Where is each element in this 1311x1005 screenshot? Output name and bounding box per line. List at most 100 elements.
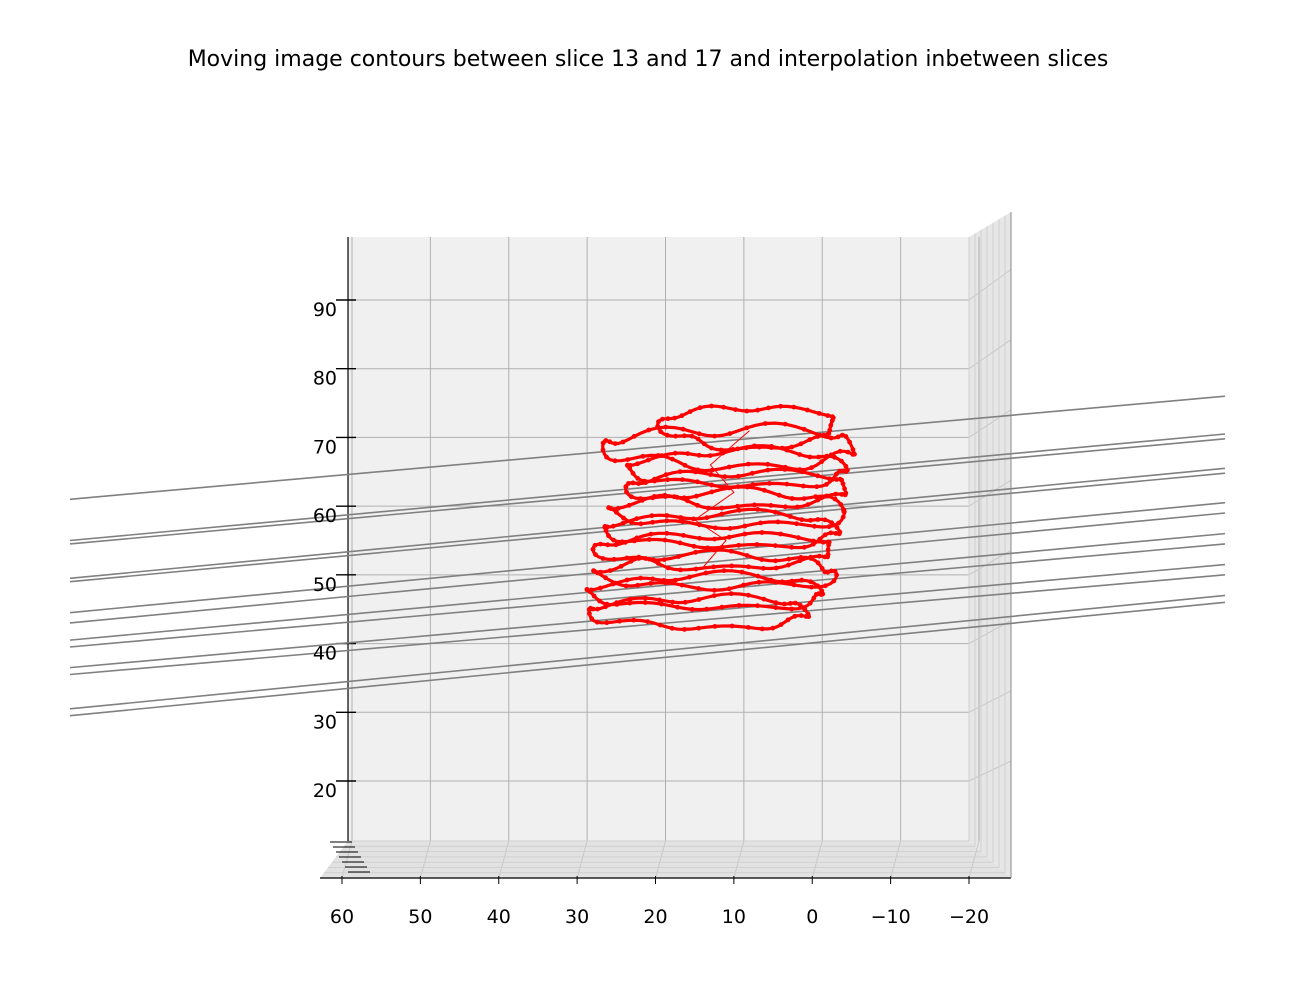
contour-layer <box>584 403 857 632</box>
grid-side-4 <box>968 479 1012 507</box>
contour-point <box>850 447 856 452</box>
contour-point <box>604 454 609 460</box>
contour-point <box>642 595 648 601</box>
contour-point <box>808 517 813 523</box>
contour-point <box>799 577 805 583</box>
contour-point <box>772 543 778 548</box>
contour-point <box>815 583 820 589</box>
contour-point <box>799 469 805 475</box>
contour-point <box>648 531 654 537</box>
contour-point <box>822 554 828 560</box>
contour-point <box>677 540 683 546</box>
contour-point <box>696 625 701 631</box>
contour-point <box>807 437 813 442</box>
contour-point <box>765 467 771 473</box>
contour-point <box>817 432 823 438</box>
contour-point <box>693 469 698 475</box>
contour-point <box>837 448 843 454</box>
contour-point <box>614 509 619 515</box>
contour-point <box>752 502 757 508</box>
contour-point <box>665 565 671 571</box>
contour-point <box>621 515 626 521</box>
contour-point <box>744 553 750 558</box>
contour-point <box>749 470 755 476</box>
contour-point <box>797 602 803 608</box>
contour-point <box>833 531 839 536</box>
contour-point <box>822 517 828 523</box>
contour-point <box>794 521 799 527</box>
contour-point <box>833 491 838 497</box>
contour-point <box>756 579 762 585</box>
contour-point <box>801 544 807 550</box>
contour-point <box>746 625 751 630</box>
contour-point <box>712 624 718 629</box>
contour-markers-2 <box>625 443 850 490</box>
interpolation-line-8 <box>69 543 1226 648</box>
contour-point <box>719 604 725 610</box>
contour-point <box>845 449 851 455</box>
contour-point <box>807 454 813 460</box>
interpolation-lines-layer <box>69 395 1226 717</box>
z-tick-label-0: 20 <box>313 780 337 802</box>
contour-point <box>789 606 794 612</box>
contour-point <box>591 593 597 599</box>
contour-point <box>828 435 834 441</box>
contour-point <box>832 568 838 574</box>
contour-point <box>669 456 675 462</box>
contour-point <box>604 620 610 626</box>
contour-point <box>744 425 749 431</box>
contour-point <box>623 484 629 490</box>
contour-point <box>847 439 852 445</box>
contour-point <box>626 502 632 508</box>
contour-point <box>814 484 820 490</box>
contour-connector <box>693 430 750 569</box>
contour-point <box>778 622 784 627</box>
contour-point <box>727 431 733 436</box>
contour-point <box>638 575 643 581</box>
contour-point <box>670 599 675 605</box>
contour-point <box>646 457 651 463</box>
contour-point <box>766 405 771 411</box>
contour-point <box>836 520 841 526</box>
contour-point <box>655 561 661 566</box>
interpolation-line-10 <box>69 574 1226 676</box>
z-tick-label-7: 90 <box>313 299 337 321</box>
contour-point <box>597 598 602 604</box>
contour-point <box>661 557 667 562</box>
contour-point <box>696 597 702 602</box>
contour-point <box>822 532 828 538</box>
contour-point <box>807 600 813 606</box>
contour-point <box>620 520 626 526</box>
contour-point <box>613 542 619 548</box>
interpolation-line-6 <box>69 512 1226 624</box>
x-tick-label-0: 60 <box>330 906 354 928</box>
contour-point <box>628 558 634 564</box>
contour-point <box>648 581 654 586</box>
contour-point <box>779 579 785 585</box>
contour-point <box>801 426 807 432</box>
contour-point <box>773 565 779 571</box>
contour-point <box>635 476 641 481</box>
chart-title: Moving image contours between slice 13 a… <box>187 47 1109 72</box>
contour-point <box>586 607 592 612</box>
z-tick-label-5: 70 <box>313 436 337 458</box>
contour-point <box>673 577 678 583</box>
contour-point <box>850 452 856 457</box>
contour-point <box>704 606 710 612</box>
contour-point <box>681 533 686 538</box>
contour-point <box>721 404 726 410</box>
contour-point <box>598 541 603 547</box>
z-tick-label-4: 60 <box>313 505 337 527</box>
contour-point <box>593 552 598 557</box>
contour-point <box>595 606 600 612</box>
contour-point <box>701 441 707 447</box>
contour-point <box>837 468 842 474</box>
contour-point <box>843 434 849 439</box>
contour-point <box>792 613 798 619</box>
contour-point <box>834 572 839 578</box>
contour-point <box>825 413 831 418</box>
contour-point <box>611 556 617 562</box>
contour-point <box>789 578 795 584</box>
grid-side-0 <box>968 760 1012 782</box>
contour-point <box>735 446 741 452</box>
